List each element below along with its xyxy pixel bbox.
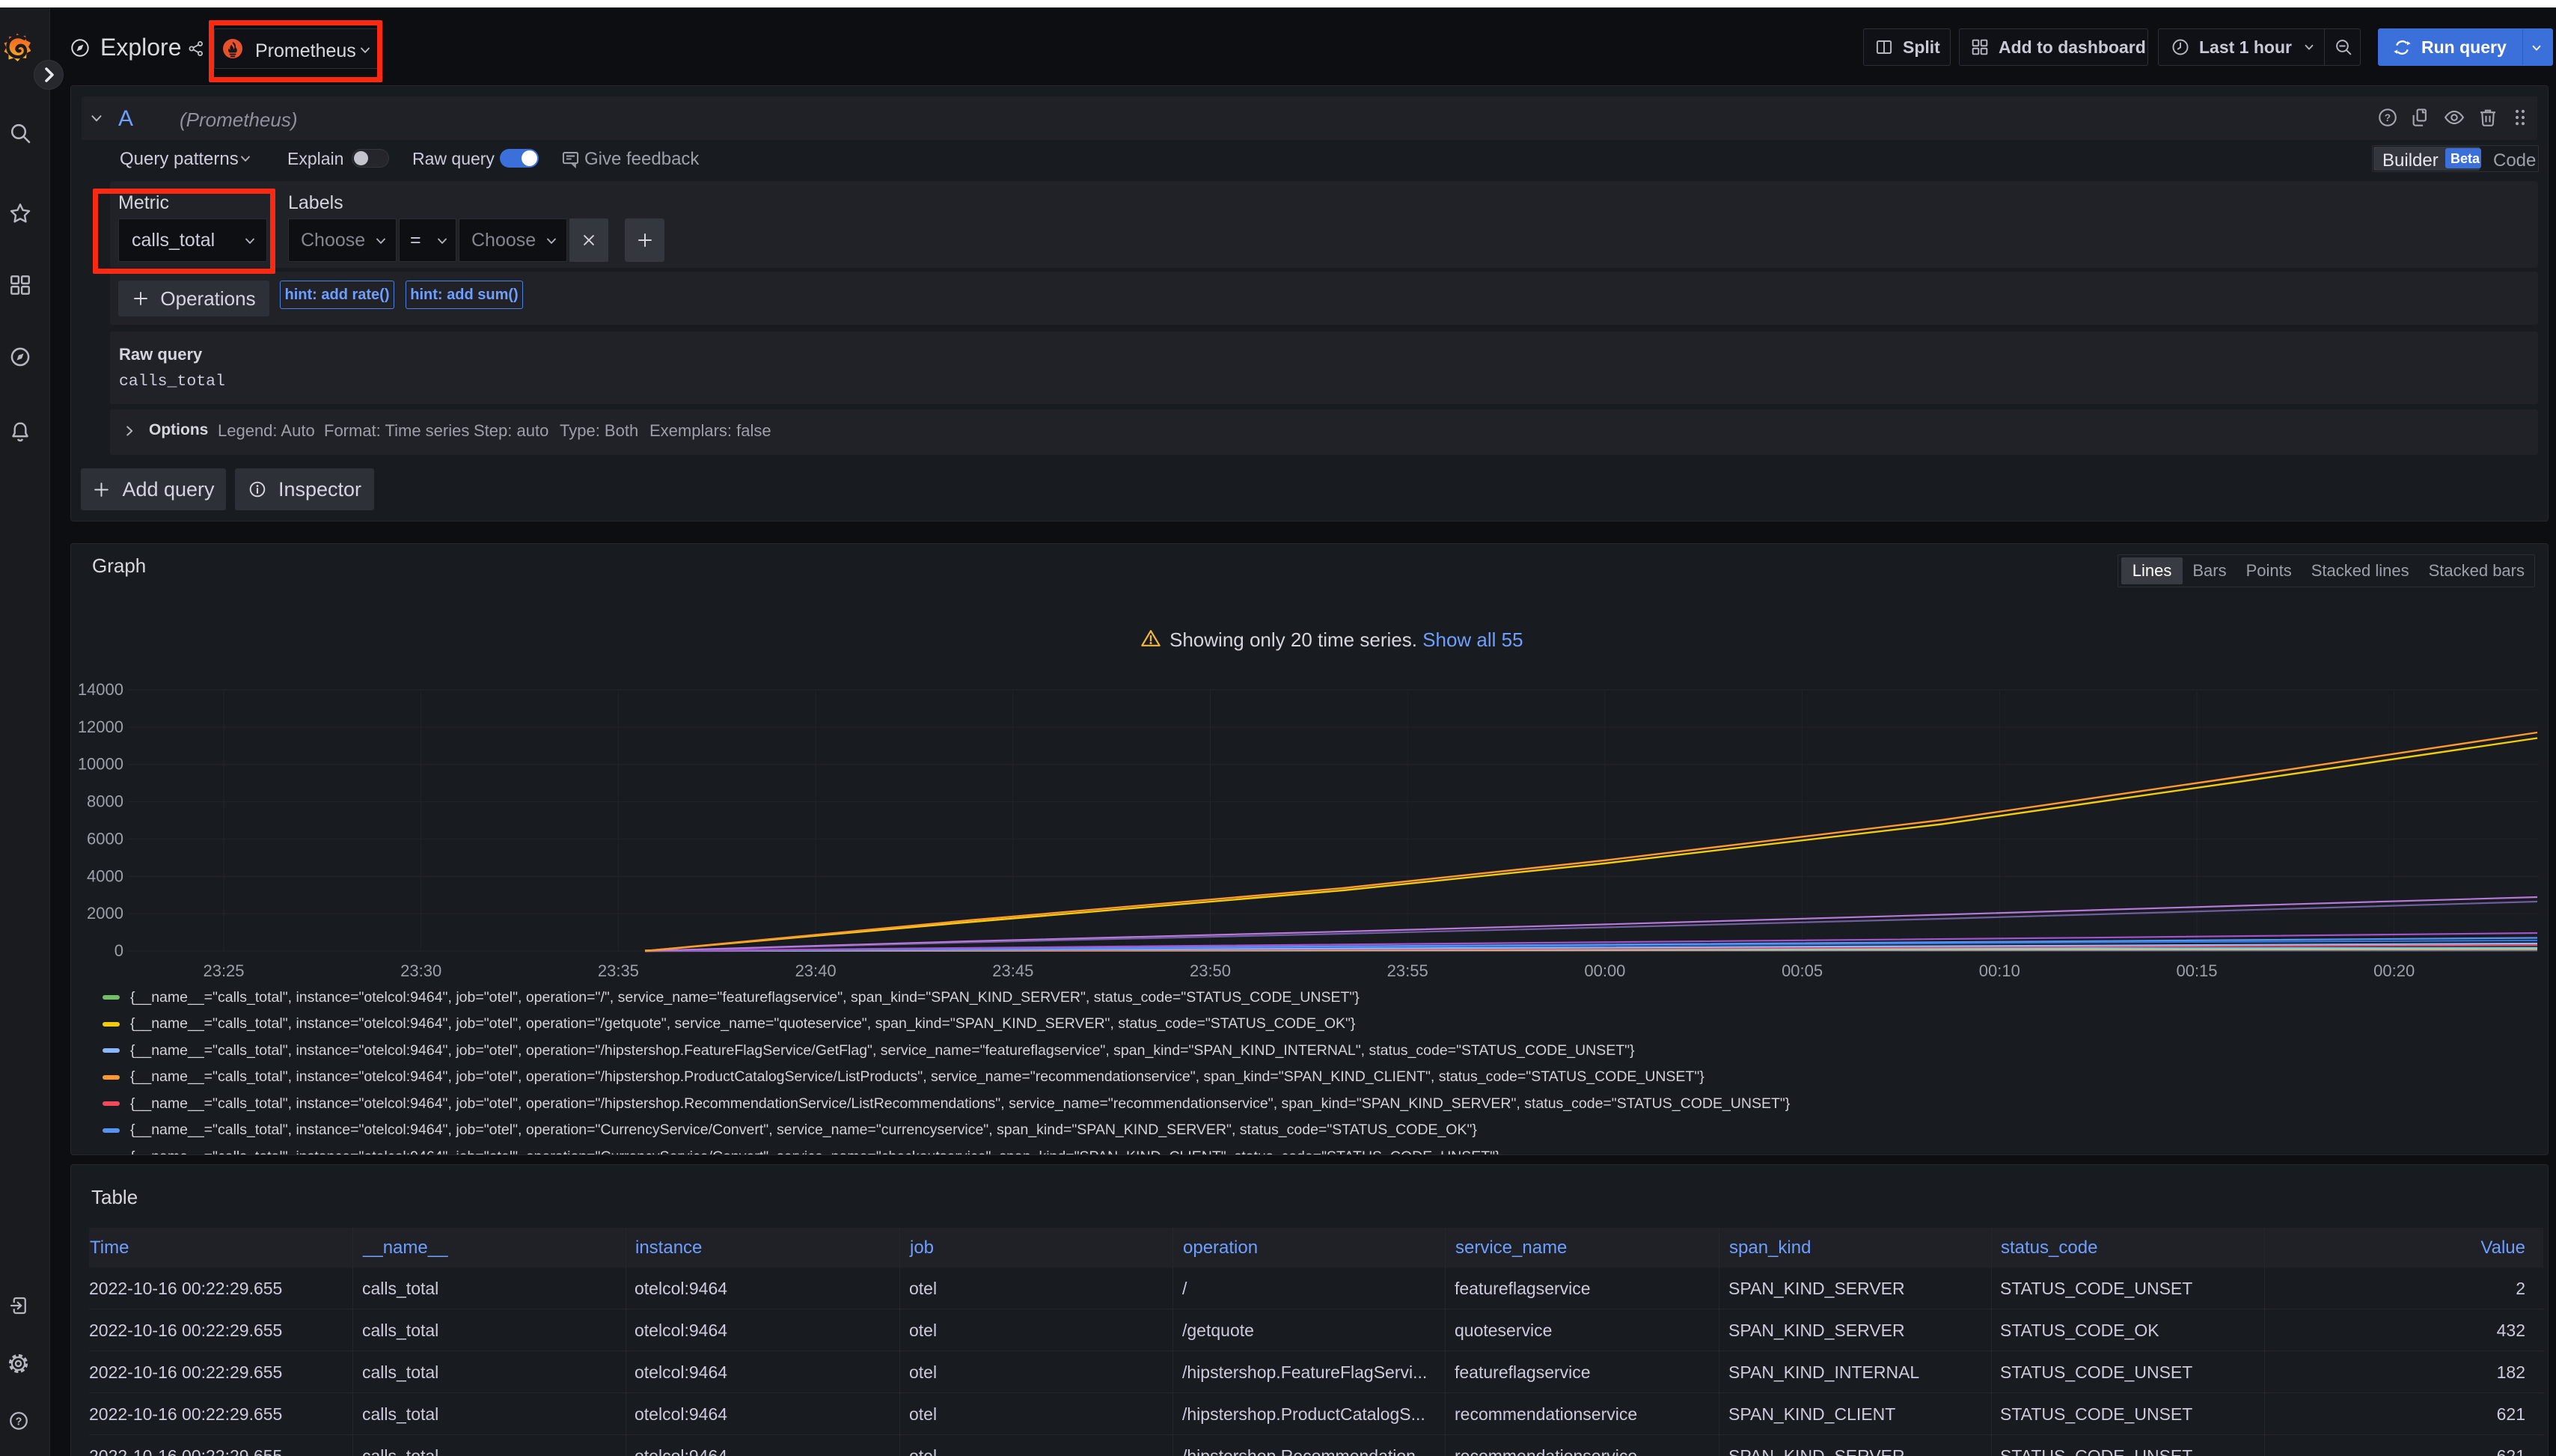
- svg-text:23:55: 23:55: [1387, 961, 1428, 980]
- svg-text:00:10: 00:10: [1979, 961, 2020, 980]
- svg-text:23:45: 23:45: [992, 961, 1033, 980]
- svg-text:00:20: 00:20: [2373, 961, 2415, 980]
- svg-text:4000: 4000: [87, 866, 123, 885]
- svg-text:?: ?: [16, 1416, 22, 1428]
- svg-text:10000: 10000: [78, 755, 123, 774]
- svg-text:6000: 6000: [87, 829, 123, 848]
- svg-text:0: 0: [114, 941, 123, 960]
- svg-text:00:00: 00:00: [1584, 961, 1625, 980]
- svg-text:23:25: 23:25: [203, 961, 244, 980]
- svg-text:23:50: 23:50: [1190, 961, 1231, 980]
- svg-text:23:35: 23:35: [598, 961, 639, 980]
- svg-text:23:30: 23:30: [400, 961, 441, 980]
- svg-text:2000: 2000: [87, 904, 123, 923]
- svg-text:14000: 14000: [78, 680, 123, 699]
- svg-text:00:15: 00:15: [2176, 961, 2217, 980]
- svg-text:?: ?: [2385, 112, 2391, 123]
- svg-text:23:40: 23:40: [795, 961, 837, 980]
- svg-text:12000: 12000: [78, 718, 123, 736]
- svg-text:8000: 8000: [87, 792, 123, 811]
- svg-text:00:05: 00:05: [1782, 961, 1823, 980]
